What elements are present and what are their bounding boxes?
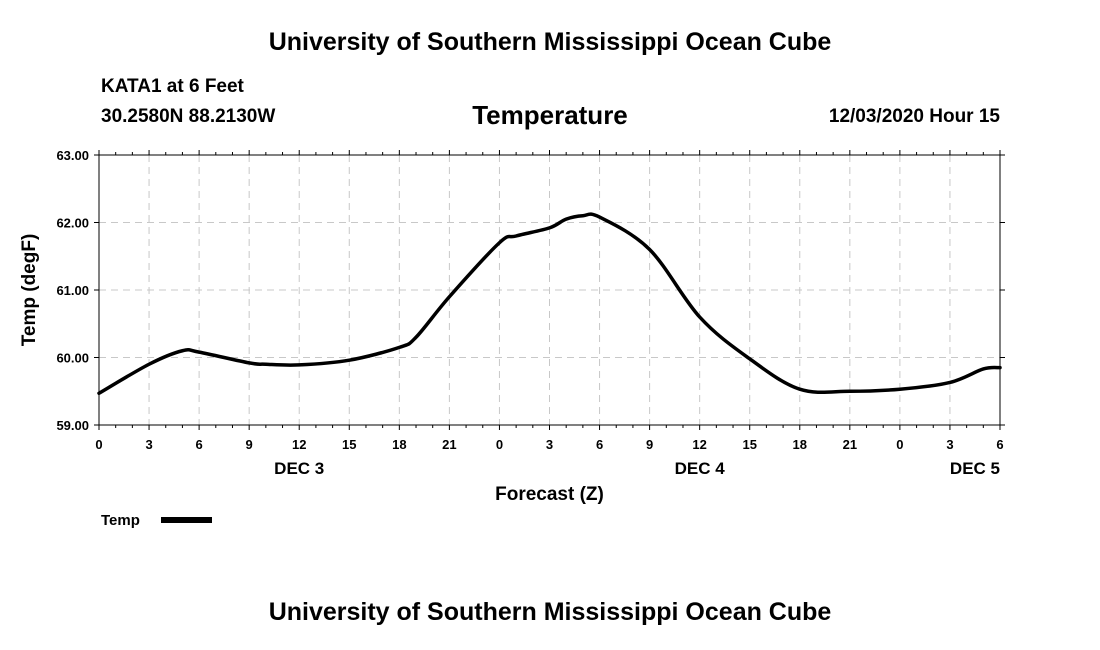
x-tick-label: 21 [843,437,857,452]
series-layer [97,212,1002,396]
legend-label-temp: Temp [101,512,140,529]
axis-ticks [94,150,1005,430]
x-tick-label: 9 [646,437,653,452]
x-tick-label: 3 [546,437,553,452]
day-label: DEC 3 [274,459,324,478]
x-tick-label: 6 [996,437,1003,452]
x-tick-label: 12 [292,437,306,452]
day-label: DEC 5 [950,459,1000,478]
x-tick-label: 3 [145,437,152,452]
x-tick-label: 18 [793,437,807,452]
y-axis-title: Temp (degF) [19,234,40,347]
grid [99,155,1000,425]
day-label: DEC 4 [675,459,726,478]
x-tick-label: 15 [742,437,756,452]
axis-labels: 59.00 60.00 61.00 62.00 63.00 0 3 6 9 12 15 18 21 0 3 6… [56,148,1003,478]
y-tick-label: 59.00 [56,418,89,433]
x-tick-label: 12 [692,437,706,452]
station-coords: 30.2580N 88.2130W [101,106,276,127]
chart-title: Temperature [472,100,628,130]
station-name: KATA1 at 6 Feet [101,76,244,97]
chart-date: 12/03/2020 Hour 15 [828,106,1000,127]
x-tick-label: 3 [946,437,953,452]
x-tick-label: 0 [496,437,503,452]
x-axis-title: Forecast (Z) [495,484,604,505]
y-tick-label: 61.00 [56,283,89,298]
org-title-bottom: University of Southern Mississippi Ocean… [268,598,832,626]
org-title-top: University of Southern Mississippi Ocean… [268,28,832,56]
y-tick-label: 62.00 [56,216,89,231]
x-tick-label: 15 [342,437,356,452]
x-tick-label: 6 [195,437,202,452]
legend: Temp [101,512,212,529]
x-tick-label: 6 [596,437,603,452]
x-tick-label: 9 [246,437,253,452]
x-tick-label: 0 [95,437,102,452]
y-tick-label: 63.00 [56,148,89,163]
x-tick-label: 0 [896,437,903,452]
series-line-temp [97,212,1002,396]
y-tick-label: 60.00 [56,351,89,366]
x-tick-label: 21 [442,437,456,452]
x-tick-label: 18 [392,437,406,452]
